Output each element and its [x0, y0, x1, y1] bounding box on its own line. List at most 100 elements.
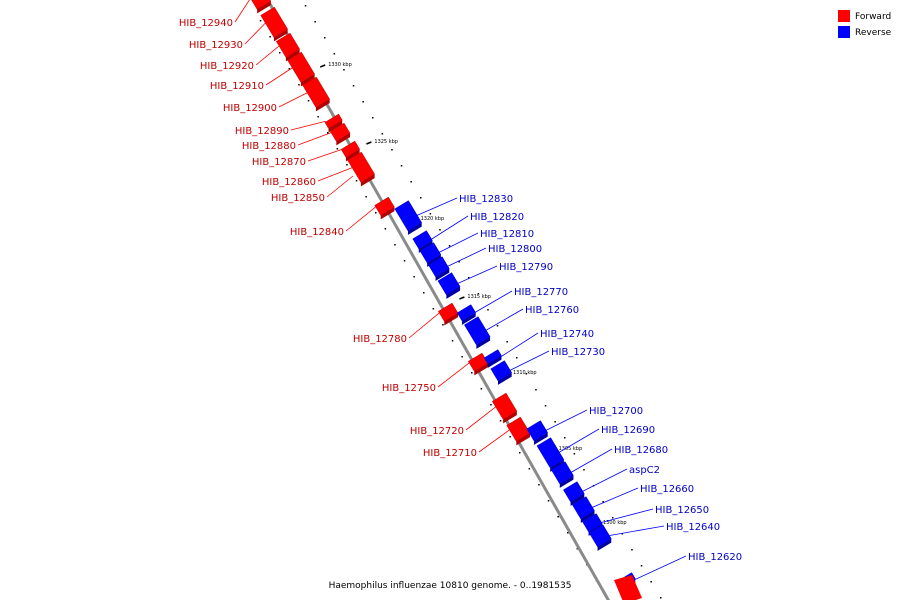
minor-tick	[429, 213, 432, 215]
gene-label-hib-12660[interactable]: HIB_12660	[640, 484, 694, 495]
gene-label-hib-12720[interactable]: HIB_12720	[410, 426, 464, 437]
gene-label-hib-12830[interactable]: HIB_12830	[459, 194, 513, 205]
minor-tick	[621, 533, 624, 535]
gene-body	[340, 140, 360, 158]
gene-label-aspc2[interactable]: aspC2	[629, 465, 660, 476]
minor-tick	[660, 597, 662, 599]
minor-tick	[432, 308, 435, 310]
gene-connector	[465, 405, 497, 431]
minor-tick	[304, 5, 307, 7]
gene-label-hib-12870[interactable]: HIB_12870	[252, 157, 306, 168]
genome-caption: Haemophilus influenzae 10810 genome. - 0…	[329, 581, 572, 591]
gene-label-hib-12930[interactable]: HIB_12930	[189, 40, 243, 51]
tick-label: 1305 kbp	[559, 446, 583, 452]
gene-hib-12940[interactable]	[248, 0, 272, 14]
gene-hib-12730[interactable]	[490, 360, 513, 385]
gene-label-hib-12780[interactable]: HIB_12780	[353, 334, 407, 345]
gene-hib-12880[interactable]	[329, 122, 351, 146]
gene-label-hib-12700[interactable]: HIB_12700	[589, 406, 643, 417]
gene-connector	[591, 487, 639, 509]
gene-hib-12710[interactable]	[506, 416, 531, 446]
gene-label-hib-12710[interactable]: HIB_12710	[423, 448, 477, 459]
legend-reverse-swatch	[838, 26, 850, 38]
gene-label-hib-12800[interactable]: HIB_12800	[488, 244, 542, 255]
gene-hib-12840[interactable]	[374, 196, 395, 220]
gene-hib-12930[interactable]	[260, 6, 288, 42]
gene-body	[287, 51, 315, 83]
gene-label-hib-12900[interactable]: HIB_12900	[223, 103, 277, 114]
gene-connector	[581, 468, 628, 493]
gene-label-hib-12920[interactable]: HIB_12920	[200, 61, 254, 72]
gene-hib-12760[interactable]	[464, 316, 491, 349]
gene-shadow	[503, 411, 517, 424]
gene-shadow	[328, 120, 343, 133]
gene-label-hib-12910[interactable]: HIB_12910	[210, 81, 264, 92]
gene-label-hib-12840[interactable]: HIB_12840	[290, 227, 344, 238]
gene-label-hib-12760[interactable]: HIB_12760	[525, 305, 579, 316]
gene-label-hib-12620[interactable]: HIB_12620	[688, 552, 742, 563]
minor-tick	[480, 388, 483, 390]
gene-hib-12640[interactable]	[588, 524, 612, 551]
gene-label-hib-12740[interactable]: HIB_12740	[540, 329, 594, 340]
gene-shadow	[300, 74, 315, 87]
gene-connector	[326, 175, 354, 198]
gene-shadow	[407, 222, 422, 235]
gene-hib-12770[interactable]	[456, 304, 477, 325]
gene-shadow	[435, 268, 450, 281]
gene-label-hib-12940[interactable]: HIB_12940	[179, 18, 233, 29]
gene-hib-12740[interactable]	[483, 349, 502, 368]
gene-hib-12660[interactable]	[572, 496, 595, 523]
gene-body	[275, 32, 300, 58]
gene-label-hib-12730[interactable]: HIB_12730	[551, 347, 605, 358]
gene-hib-12920[interactable]	[275, 32, 300, 62]
gene-hib-12870[interactable]	[340, 140, 360, 162]
gene-label-hib-12890[interactable]: HIB_12890	[235, 126, 289, 137]
minor-tick	[259, 20, 262, 22]
gene-label-hib-12680[interactable]: HIB_12680	[614, 445, 668, 456]
gene-hib-12900[interactable]	[302, 76, 330, 112]
gene-body	[329, 122, 351, 142]
gene-label-hib-12880[interactable]: HIB_12880	[242, 141, 296, 152]
gene-aspc2[interactable]	[563, 481, 585, 506]
minor-tick	[477, 293, 480, 295]
minor-tick	[413, 276, 415, 278]
gene-label-hib-12790[interactable]: HIB_12790	[499, 262, 553, 273]
gene-connector	[290, 120, 326, 131]
gene-label-hib-12810[interactable]: HIB_12810	[480, 229, 534, 240]
gene-hib-12790[interactable]	[437, 272, 461, 299]
gene-body	[464, 316, 491, 346]
gene-shadow	[533, 432, 548, 445]
gene-hib-12720[interactable]	[491, 392, 518, 424]
gene-label-hib-12640[interactable]: HIB_12640	[666, 522, 720, 533]
minor-tick	[355, 180, 358, 182]
gene-shadow	[516, 433, 531, 446]
minor-tick	[314, 21, 316, 23]
gene-label-hib-12750[interactable]: HIB_12750	[382, 383, 436, 394]
gene-hib-12700[interactable]	[526, 420, 549, 445]
gene-hib-12860[interactable]	[347, 151, 375, 187]
legend-forward-label: Forward	[855, 12, 891, 22]
gene-body	[582, 513, 603, 533]
minor-tick	[451, 340, 454, 342]
gene-label-hib-12770[interactable]: HIB_12770	[514, 287, 568, 298]
gene-label-hib-12690[interactable]: HIB_12690	[601, 425, 655, 436]
gene-body	[551, 461, 574, 485]
gene-label-hib-12850[interactable]: HIB_12850	[271, 193, 325, 204]
gene-hib-12680[interactable]	[551, 461, 574, 488]
gene-hib-12890[interactable]	[324, 113, 343, 133]
minor-tick	[573, 453, 576, 455]
gene-connector	[478, 428, 511, 453]
gene-connector	[408, 311, 441, 339]
gene-label-hib-12650[interactable]: HIB_12650	[655, 505, 709, 516]
gene-label-hib-12820[interactable]: HIB_12820	[470, 212, 524, 223]
gene-hib-12910[interactable]	[287, 51, 315, 87]
gene-shadow	[345, 149, 360, 162]
gene-shadow	[461, 312, 476, 325]
gene-label-hib-12860[interactable]: HIB_12860	[262, 177, 316, 188]
gene-hib-12830[interactable]	[394, 200, 423, 235]
minor-tick	[576, 548, 579, 550]
gene-hib-12800[interactable]	[428, 256, 450, 281]
gene-connector	[600, 508, 654, 524]
minor-tick	[538, 484, 540, 486]
